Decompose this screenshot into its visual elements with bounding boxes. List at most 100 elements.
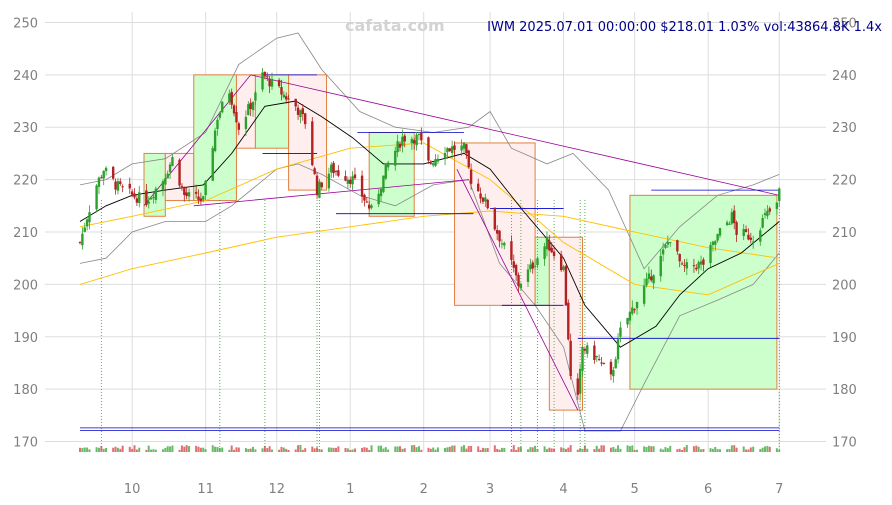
candle-body — [635, 301, 639, 309]
volume-bar — [394, 446, 397, 452]
candle-body — [775, 202, 779, 209]
candle-body — [194, 191, 198, 194]
candle-body — [481, 197, 485, 202]
volume-bar — [498, 449, 501, 452]
volume-bar — [88, 449, 91, 452]
candle-body — [431, 163, 435, 166]
volume-bar — [562, 448, 565, 452]
candle-body — [386, 162, 390, 168]
candle-body — [586, 345, 589, 354]
volume-bar — [353, 448, 356, 452]
candle-body — [349, 179, 352, 184]
volume-bar — [477, 446, 480, 452]
candle-body — [645, 278, 648, 286]
candle-body — [709, 244, 712, 264]
volume-bar — [171, 445, 174, 452]
candle-body — [280, 87, 283, 95]
volume-bar — [564, 448, 567, 452]
volume-bar — [244, 448, 247, 452]
candle-body — [612, 369, 615, 377]
candle-body — [311, 121, 314, 166]
x-tick-label: 3 — [486, 482, 494, 497]
volume-bar — [252, 446, 255, 452]
volume-bar — [420, 449, 423, 452]
volume-bar — [368, 449, 371, 452]
candle-body — [514, 265, 518, 276]
candle-body — [702, 259, 705, 265]
volume-bar — [152, 449, 155, 452]
volume-bar — [228, 449, 231, 452]
candle-body — [533, 265, 537, 267]
volume-bar — [527, 449, 529, 452]
volume-bar — [512, 445, 515, 452]
candle-body — [168, 164, 172, 173]
volume-bar — [320, 449, 323, 452]
candle-body — [467, 150, 470, 168]
volume-bar — [726, 449, 729, 452]
candle-body — [114, 181, 117, 190]
candle-body — [88, 212, 91, 223]
volume-bar — [318, 449, 321, 452]
candle-body — [578, 369, 582, 394]
volume-bar — [169, 446, 172, 452]
candle-body — [266, 76, 269, 78]
volume-bar — [97, 447, 100, 452]
y-tick-label-left: 210 — [13, 226, 38, 241]
candle-body — [85, 219, 89, 227]
band-upper-line — [79, 32, 780, 270]
volume-bar — [451, 445, 454, 452]
volume-bar — [602, 445, 605, 452]
candle-body — [344, 176, 347, 181]
candle-body — [661, 249, 665, 255]
volume-bar — [230, 445, 233, 452]
candle-body — [83, 227, 86, 232]
candle-body — [135, 198, 139, 203]
volume-bar — [548, 447, 551, 452]
level-lines — [80, 74, 780, 431]
candle-body — [78, 242, 82, 244]
volume-bar — [415, 447, 418, 452]
candle-body — [631, 307, 634, 314]
volume-bar — [380, 445, 383, 452]
volume-bar — [235, 447, 238, 452]
candle-body — [652, 275, 655, 284]
candle-body — [228, 93, 231, 103]
volume-bar — [745, 449, 748, 452]
volume-bar — [714, 447, 717, 452]
candle-body — [204, 180, 207, 196]
candle-body — [199, 198, 203, 202]
volume-bar — [261, 448, 264, 452]
candle-body — [403, 135, 406, 142]
volume-bar — [645, 447, 648, 452]
candle-body — [81, 233, 84, 246]
candle-body — [213, 130, 217, 152]
volume-bar — [195, 445, 198, 452]
candle-body — [268, 78, 271, 87]
volume-bar — [266, 448, 269, 452]
candle-body — [676, 240, 679, 252]
candle-body — [628, 311, 632, 321]
volume-bar — [214, 446, 217, 452]
candle-body — [244, 116, 248, 129]
candle-body — [102, 170, 105, 179]
candle-body — [183, 187, 186, 196]
candle-body — [479, 193, 482, 199]
candle-body — [559, 254, 563, 271]
candle-body — [417, 134, 421, 136]
candle-body — [346, 179, 350, 184]
volume-bar — [775, 448, 778, 452]
volume-bar — [268, 446, 271, 452]
candle-body — [313, 168, 316, 175]
candle-body — [443, 153, 447, 159]
candle-body — [562, 266, 565, 270]
candle-body — [659, 255, 662, 277]
volume-bar — [95, 447, 98, 452]
candle-body — [130, 191, 134, 195]
candle-body — [614, 359, 617, 369]
volume-bar — [145, 449, 148, 452]
volume-bar — [676, 449, 679, 452]
volume-bar — [237, 447, 240, 452]
trendline — [250, 74, 780, 196]
